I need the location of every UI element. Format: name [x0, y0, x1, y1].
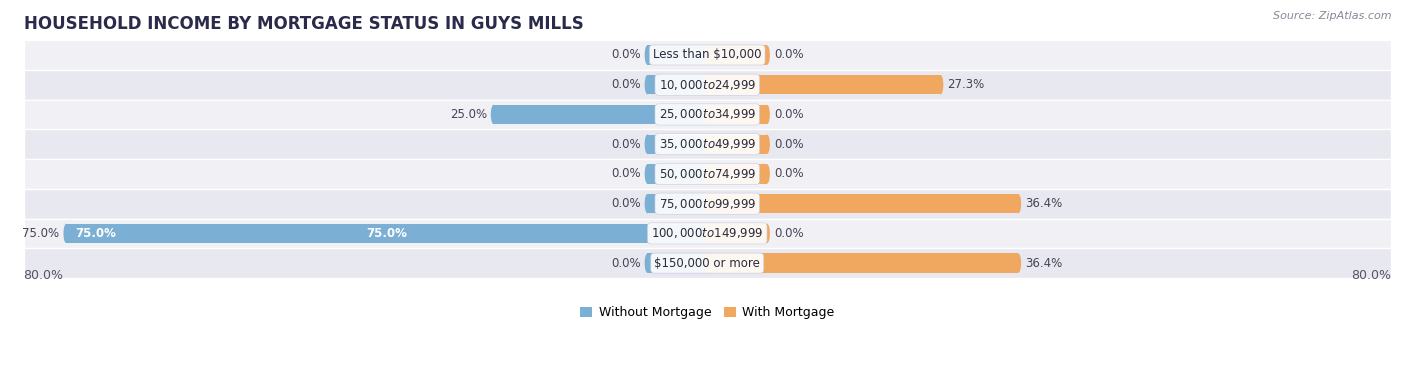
- Bar: [24, 100, 1391, 129]
- Circle shape: [704, 135, 710, 154]
- Bar: [707, 164, 768, 184]
- Bar: [24, 129, 1391, 159]
- Text: 0.0%: 0.0%: [612, 197, 641, 210]
- Circle shape: [938, 75, 943, 94]
- Circle shape: [1015, 253, 1021, 273]
- Circle shape: [645, 253, 650, 273]
- Circle shape: [704, 45, 710, 64]
- Bar: [24, 40, 1391, 70]
- Bar: [647, 45, 707, 64]
- Bar: [24, 219, 1391, 248]
- Bar: [647, 135, 707, 154]
- Bar: [707, 253, 1018, 273]
- Circle shape: [491, 105, 496, 124]
- Bar: [24, 248, 1391, 278]
- Text: 0.0%: 0.0%: [773, 49, 804, 61]
- Bar: [707, 224, 768, 243]
- Circle shape: [704, 75, 710, 94]
- Bar: [24, 189, 1391, 219]
- Text: 0.0%: 0.0%: [773, 108, 804, 121]
- Text: 0.0%: 0.0%: [612, 167, 641, 181]
- Text: 36.4%: 36.4%: [1025, 257, 1063, 270]
- Circle shape: [765, 224, 770, 243]
- Text: Source: ZipAtlas.com: Source: ZipAtlas.com: [1274, 11, 1392, 21]
- Text: 0.0%: 0.0%: [773, 167, 804, 181]
- Bar: [66, 224, 707, 243]
- Text: $10,000 to $24,999: $10,000 to $24,999: [658, 78, 756, 92]
- Text: $35,000 to $49,999: $35,000 to $49,999: [658, 137, 756, 151]
- Text: 75.0%: 75.0%: [75, 227, 115, 240]
- Circle shape: [765, 105, 770, 124]
- Circle shape: [765, 164, 770, 184]
- Circle shape: [645, 194, 650, 213]
- Circle shape: [704, 164, 710, 184]
- Bar: [707, 194, 1018, 213]
- Text: $25,000 to $34,999: $25,000 to $34,999: [658, 107, 756, 121]
- Text: 75.0%: 75.0%: [367, 227, 408, 240]
- Circle shape: [63, 224, 69, 243]
- Circle shape: [704, 45, 710, 64]
- Circle shape: [704, 224, 710, 243]
- Circle shape: [704, 75, 710, 94]
- Circle shape: [704, 224, 710, 243]
- Circle shape: [704, 105, 710, 124]
- Circle shape: [704, 194, 710, 213]
- Text: $50,000 to $74,999: $50,000 to $74,999: [658, 167, 756, 181]
- Circle shape: [645, 164, 650, 184]
- Circle shape: [704, 253, 710, 273]
- Circle shape: [765, 45, 770, 64]
- Text: $150,000 or more: $150,000 or more: [654, 257, 761, 270]
- Text: 25.0%: 25.0%: [450, 108, 486, 121]
- Circle shape: [1015, 194, 1021, 213]
- Text: Less than $10,000: Less than $10,000: [652, 49, 762, 61]
- Text: $75,000 to $99,999: $75,000 to $99,999: [658, 197, 756, 211]
- Text: 80.0%: 80.0%: [24, 270, 63, 282]
- Circle shape: [704, 164, 710, 184]
- Text: 0.0%: 0.0%: [612, 78, 641, 91]
- Text: 0.0%: 0.0%: [773, 138, 804, 151]
- Text: 0.0%: 0.0%: [612, 138, 641, 151]
- Text: 36.4%: 36.4%: [1025, 197, 1063, 210]
- Circle shape: [645, 135, 650, 154]
- Bar: [707, 45, 768, 64]
- Bar: [707, 75, 941, 94]
- Text: 75.0%: 75.0%: [22, 227, 59, 240]
- Circle shape: [704, 194, 710, 213]
- Bar: [707, 135, 768, 154]
- Circle shape: [704, 105, 710, 124]
- Circle shape: [645, 45, 650, 64]
- Text: 0.0%: 0.0%: [612, 49, 641, 61]
- Text: HOUSEHOLD INCOME BY MORTGAGE STATUS IN GUYS MILLS: HOUSEHOLD INCOME BY MORTGAGE STATUS IN G…: [24, 15, 583, 33]
- Circle shape: [765, 135, 770, 154]
- Legend: Without Mortgage, With Mortgage: Without Mortgage, With Mortgage: [575, 301, 839, 324]
- Bar: [494, 105, 707, 124]
- Text: 0.0%: 0.0%: [773, 227, 804, 240]
- Bar: [647, 253, 707, 273]
- Bar: [647, 194, 707, 213]
- Bar: [24, 70, 1391, 100]
- Text: 0.0%: 0.0%: [612, 257, 641, 270]
- Bar: [647, 75, 707, 94]
- Bar: [707, 105, 768, 124]
- Text: 80.0%: 80.0%: [1351, 270, 1391, 282]
- Text: 27.3%: 27.3%: [948, 78, 984, 91]
- Bar: [647, 164, 707, 184]
- Text: $100,000 to $149,999: $100,000 to $149,999: [651, 227, 763, 241]
- Circle shape: [645, 75, 650, 94]
- Circle shape: [704, 253, 710, 273]
- Bar: [24, 159, 1391, 189]
- Circle shape: [704, 135, 710, 154]
